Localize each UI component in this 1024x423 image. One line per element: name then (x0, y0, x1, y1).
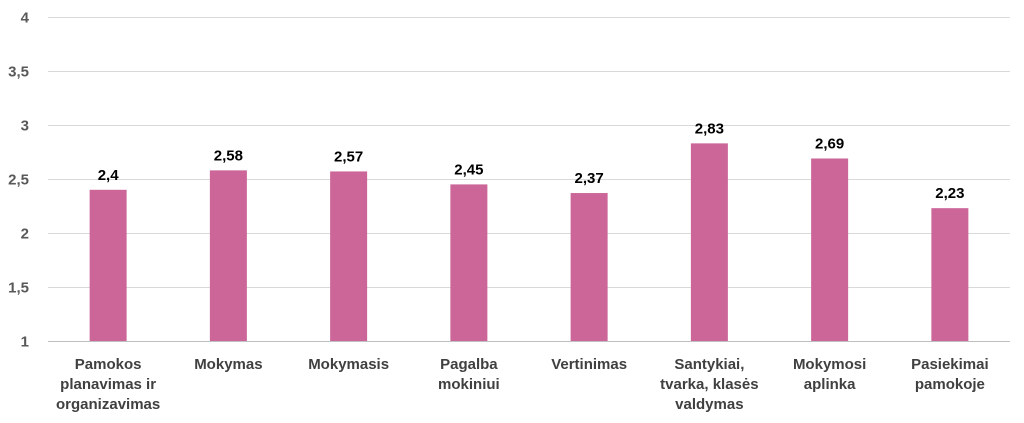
category-label-line: Mokymas (194, 356, 262, 373)
category-label: Mokymas (194, 356, 262, 373)
bars (89, 143, 969, 341)
data-label: 2,58 (214, 147, 243, 164)
category-label: Pamokos planavimas ir organizavimas (56, 356, 160, 413)
category-label: Mokymosi aplinka (793, 356, 866, 393)
category-label-line: tvarka, klasės (660, 376, 758, 393)
category-label-line: Santykiai, (674, 356, 744, 373)
data-label: 2,83 (695, 120, 724, 137)
category-label-line: Mokymasis (308, 356, 389, 373)
category-label-line: Vertinimas (551, 356, 627, 373)
category-label-line: aplinka (804, 376, 856, 393)
category-label-line: Pamokos (75, 356, 142, 373)
y-tick-label: 2,5 (8, 172, 29, 189)
y-tick-label: 1 (21, 334, 29, 351)
bar (330, 171, 368, 341)
data-label: 2,45 (454, 161, 483, 178)
bar (570, 193, 608, 341)
data-label: 2,37 (575, 170, 604, 187)
data-label: 2,4 (98, 167, 120, 184)
y-axis-tick-labels: 1 1,5 2 2,5 3 3,5 4 (8, 10, 30, 351)
category-label-line: pamokoje (915, 376, 985, 393)
y-tick-label: 4 (21, 10, 30, 27)
y-tick-label: 2 (21, 226, 29, 243)
bar (450, 184, 488, 341)
y-tick-label: 3 (21, 118, 29, 135)
bar (690, 143, 728, 341)
y-tick-label: 3,5 (8, 64, 29, 81)
category-labels: Pamokos planavimas ir organizavimas Mokymas… (56, 356, 989, 413)
category-label-line: Pasiekimai (911, 356, 989, 373)
category-label-line: Pagalba (440, 356, 498, 373)
category-label: Mokymasis (308, 356, 389, 373)
gridlines (48, 17, 1010, 342)
data-label: 2,23 (935, 185, 964, 202)
bar (931, 208, 969, 341)
category-label: Vertinimas (551, 356, 627, 373)
category-label: Santykiai, tvarka, klasės valdymas (660, 356, 758, 413)
category-label: Pasiekimai pamokoje (911, 356, 989, 393)
category-label-line: planavimas ir (60, 376, 156, 393)
data-label: 2,69 (815, 135, 844, 152)
bar (89, 189, 127, 341)
category-label-line: Mokymosi (793, 356, 866, 373)
y-tick-label: 1,5 (8, 280, 29, 297)
category-label-line: mokiniui (438, 376, 500, 393)
data-labels: 2,4 2,58 2,57 2,45 2,37 2,83 2,69 2,23 (98, 120, 965, 202)
category-label-line: organizavimas (56, 396, 160, 413)
category-label-line: valdymas (675, 396, 743, 413)
bar (811, 158, 849, 341)
bar (209, 170, 247, 341)
category-label: Pagalba mokiniui (438, 356, 500, 393)
data-label: 2,57 (334, 148, 363, 165)
